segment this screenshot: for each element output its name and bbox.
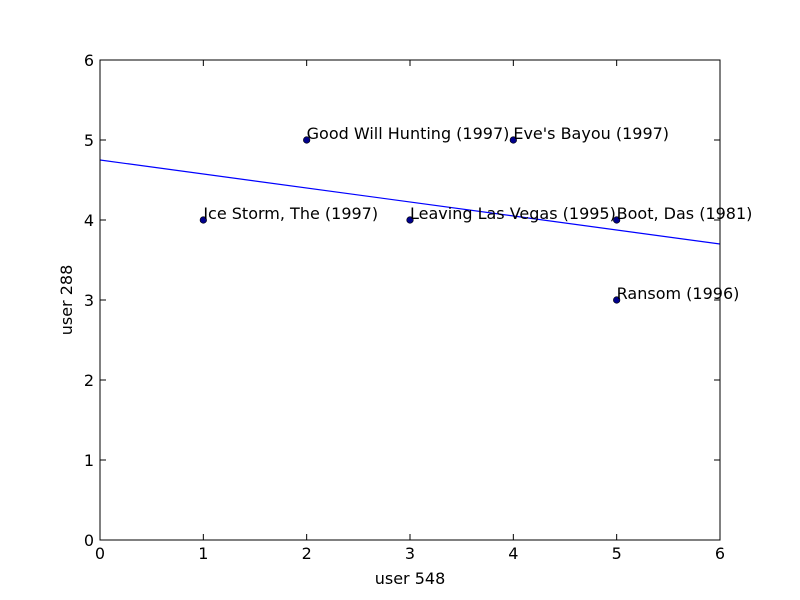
y-tick-label: 3 xyxy=(84,291,94,310)
x-tick-label: 5 xyxy=(612,544,622,563)
y-axis-label: user 288 xyxy=(57,265,76,336)
y-tick-label: 6 xyxy=(84,51,94,70)
y-tick-label: 1 xyxy=(84,451,94,470)
y-tick-label: 0 xyxy=(84,531,94,550)
data-point xyxy=(613,296,621,304)
axis-ticks: 0 1 2 3 4 5 6 0 1 2 3 4 5 6 xyxy=(84,51,725,563)
point-label: Eve's Bayou (1997) xyxy=(513,124,669,143)
y-tick-label: 5 xyxy=(84,131,94,150)
x-tick-label: 0 xyxy=(95,544,105,563)
y-tick-label: 2 xyxy=(84,371,94,390)
x-tick-label: 3 xyxy=(405,544,415,563)
x-tick-label: 2 xyxy=(302,544,312,563)
y-tick-label: 4 xyxy=(84,211,94,230)
point-label: Boot, Das (1981) xyxy=(617,204,753,223)
data-point xyxy=(509,136,517,144)
data-point xyxy=(613,216,621,224)
x-tick-label: 6 xyxy=(715,544,725,563)
point-label: Ice Storm, The (1997) xyxy=(203,204,378,223)
point-label: Ransom (1996) xyxy=(617,284,740,303)
data-point xyxy=(406,216,414,224)
x-tick-label: 4 xyxy=(508,544,518,563)
data-point xyxy=(199,216,207,224)
axes-border xyxy=(99,59,721,541)
trend-line xyxy=(100,159,720,245)
x-tick-label: 1 xyxy=(198,544,208,563)
x-axis-label: user 548 xyxy=(375,569,446,588)
point-label: Good Will Hunting (1997) xyxy=(307,124,510,143)
point-label: Leaving Las Vegas (1995) xyxy=(410,204,616,223)
plot-area: Ice Storm, The (1997) Good Will Hunting (… xyxy=(100,124,753,304)
axes-frame xyxy=(99,59,721,541)
data-point xyxy=(303,136,311,144)
